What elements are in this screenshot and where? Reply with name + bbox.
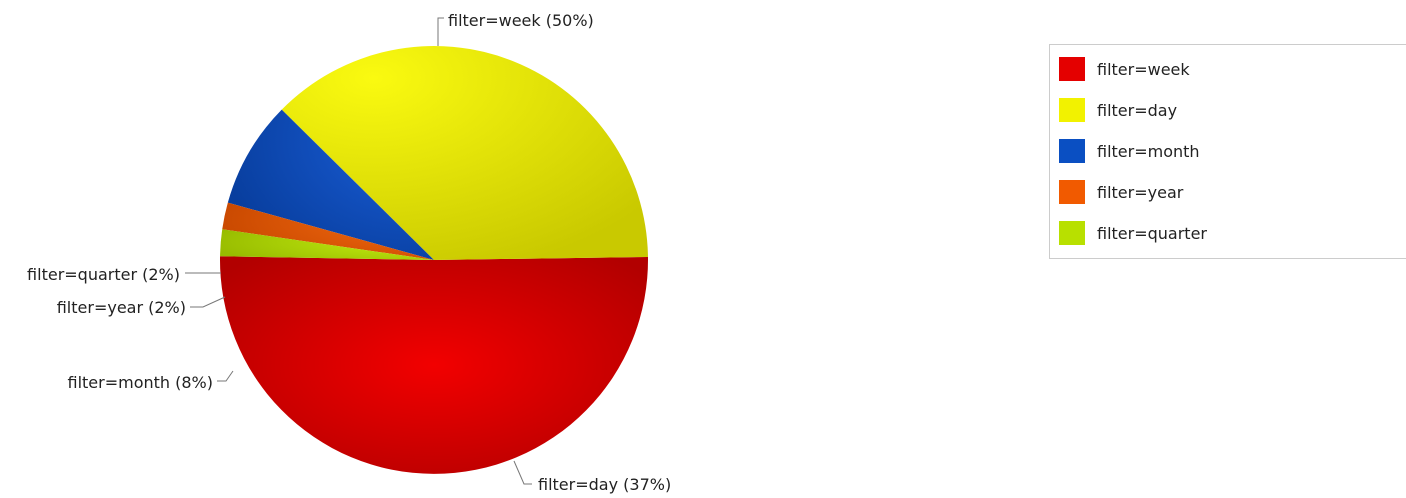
legend-label-quarter: filter=quarter [1097, 224, 1207, 243]
pie-slice-day [281, 45, 648, 261]
legend-swatch-quarter [1059, 221, 1085, 245]
pie-slice-week [219, 256, 648, 474]
legend-swatch-day [1059, 98, 1085, 122]
legend-label-month: filter=month [1097, 142, 1200, 161]
leader-line-day [513, 460, 532, 485]
pie-slice-month [227, 109, 434, 260]
legend-box [1049, 44, 1406, 259]
legend-swatch-week [1059, 57, 1085, 81]
pie-slice-quarter [220, 229, 434, 260]
legend-label-week: filter=week [1097, 60, 1190, 79]
leader-line-year [190, 296, 226, 308]
pie-slice-labels: filter=week (50%) filter=day (37%) filter=… [27, 11, 671, 494]
legend-swatch-month [1059, 139, 1085, 163]
legend-label-year: filter=year [1097, 183, 1184, 202]
slice-label-year: filter=year (2%) [57, 298, 186, 317]
legend-swatch-year [1059, 180, 1085, 204]
slice-label-day: filter=day (37%) [538, 475, 671, 494]
slice-label-month: filter=month (8%) [67, 373, 213, 392]
slice-label-week: filter=week (50%) [448, 11, 594, 30]
legend: filter=week filter=day filter=month filter=… [1049, 44, 1406, 259]
legend-label-day: filter=day [1097, 101, 1177, 120]
pie-slices [219, 45, 648, 474]
pie-leader-lines [185, 17, 532, 485]
leader-line-month [217, 370, 234, 382]
leader-line-week [437, 17, 444, 46]
pie-slice-year [222, 202, 434, 260]
slice-label-quarter: filter=quarter (2%) [27, 265, 180, 284]
